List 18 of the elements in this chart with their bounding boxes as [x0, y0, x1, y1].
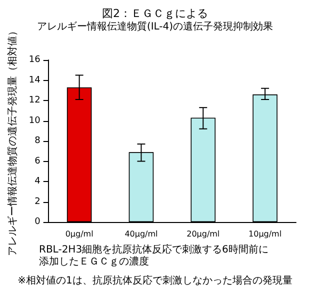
text: ※相対値の1は、抗原抗体反応で刺激しなかった場合の発現量	[18, 274, 292, 286]
y-tick-label: 10	[28, 116, 41, 126]
y-tick-label: 2	[34, 196, 40, 207]
x-tick-label: 0μg/ml	[65, 230, 94, 238]
y-tick-label: 0	[34, 217, 41, 227]
chart-title: 図2：ＥＧＣｇによる	[102, 7, 208, 20]
y-tick-label: 16	[28, 55, 41, 65]
y-tick-label: 14	[28, 75, 41, 86]
y-tick-label: 4	[34, 176, 41, 186]
y-tick-label: 6	[34, 156, 41, 166]
y-tick-label: 8	[34, 136, 41, 146]
x-tick-label: 40μg/ml	[124, 230, 158, 238]
x-tick-label: 10μg/ml	[248, 230, 282, 238]
chart-subtitle: アレルギー情報伝達物質(IL-4)の遺伝子発現抑制効果	[36, 20, 274, 32]
x-tick-label: 20μg/ml	[186, 230, 220, 238]
x-axis-title: RBL-2H3細胞を抗原抗体反応で刺激する6時間前に添加したＥＧＣｇの濃度	[39, 244, 268, 268]
y-tick-label: 12	[28, 96, 40, 106]
y-axis-title: アレルギー情報伝達物質の遺伝子発現量（相対値）	[6, 26, 18, 256]
